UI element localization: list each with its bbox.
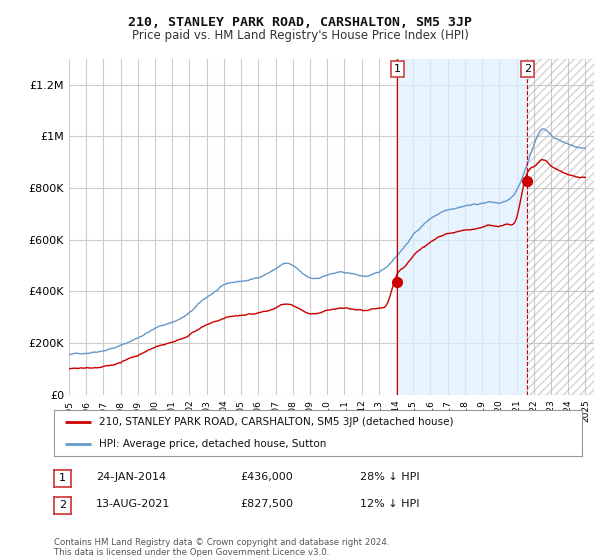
Bar — [397, 59, 527, 395]
Text: Contains HM Land Registry data © Crown copyright and database right 2024.
This d: Contains HM Land Registry data © Crown c… — [54, 538, 389, 557]
Text: 2: 2 — [59, 500, 66, 510]
Text: 24-JAN-2014: 24-JAN-2014 — [96, 472, 166, 482]
Text: 12% ↓ HPI: 12% ↓ HPI — [360, 499, 419, 509]
Text: 13-AUG-2021: 13-AUG-2021 — [96, 499, 170, 509]
Text: £436,000: £436,000 — [240, 472, 293, 482]
Text: 210, STANLEY PARK ROAD, CARSHALTON, SM5 3JP: 210, STANLEY PARK ROAD, CARSHALTON, SM5 … — [128, 16, 472, 29]
Text: 2: 2 — [524, 64, 531, 74]
Text: 210, STANLEY PARK ROAD, CARSHALTON, SM5 3JP (detached house): 210, STANLEY PARK ROAD, CARSHALTON, SM5 … — [99, 417, 454, 427]
Text: 28% ↓ HPI: 28% ↓ HPI — [360, 472, 419, 482]
Bar — [527, 59, 594, 395]
Text: 1: 1 — [59, 473, 66, 483]
Text: Price paid vs. HM Land Registry's House Price Index (HPI): Price paid vs. HM Land Registry's House … — [131, 29, 469, 42]
Text: £827,500: £827,500 — [240, 499, 293, 509]
Text: HPI: Average price, detached house, Sutton: HPI: Average price, detached house, Sutt… — [99, 438, 326, 449]
Text: 1: 1 — [394, 64, 401, 74]
